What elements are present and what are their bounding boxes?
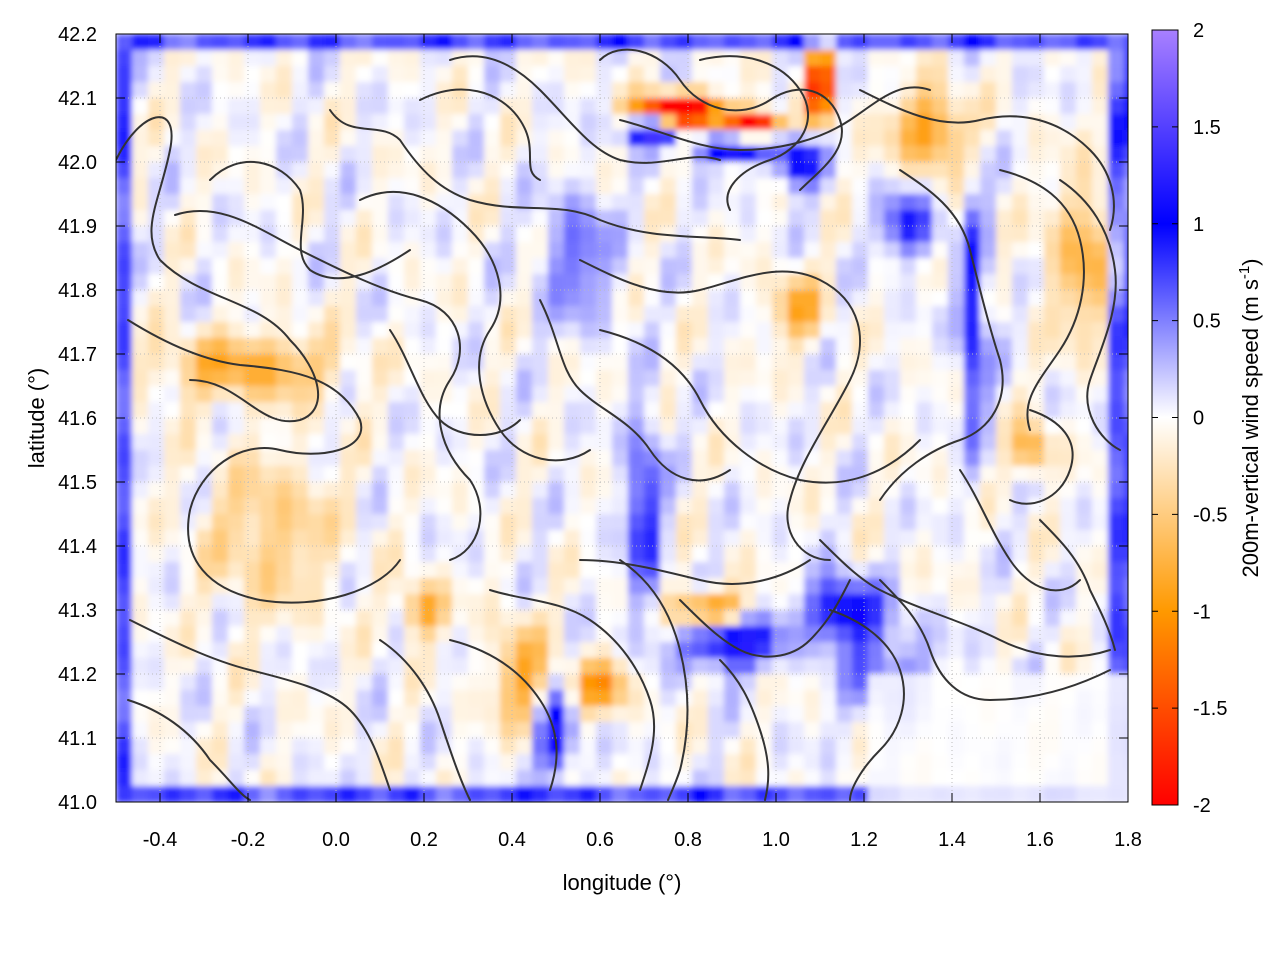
terrain-contour <box>359 191 591 462</box>
x-tick-label: 0.0 <box>322 829 350 851</box>
y-tick-label: 42.2 <box>58 24 97 46</box>
colorbar-tick-label: 2 <box>1193 20 1204 42</box>
x-tick-label: 1.6 <box>1026 829 1054 851</box>
x-tick-label: 1.0 <box>762 829 790 851</box>
terrain-contour <box>116 116 319 423</box>
colorbar-label: 200m-vertical wind speed (m s-1) <box>1236 258 1263 577</box>
y-tick-label: 41.9 <box>58 216 97 238</box>
x-tick-label: -0.4 <box>143 829 177 851</box>
terrain-contour <box>539 299 731 482</box>
terrain-contour <box>127 319 401 604</box>
terrain-contour <box>1059 179 1121 451</box>
x-tick-label: -0.2 <box>231 829 265 851</box>
y-tick-label: 41.0 <box>58 792 97 814</box>
terrain-contour <box>209 161 411 280</box>
terrain-contour <box>879 579 1111 701</box>
y-tick-label: 41.7 <box>58 344 97 366</box>
terrain-contour <box>599 48 843 191</box>
terrain-contour <box>489 589 656 791</box>
terrain-contour <box>1039 519 1116 651</box>
x-tick-label: 0.4 <box>498 829 526 851</box>
y-tick-label: 41.8 <box>58 280 97 302</box>
y-axis-ticks: 41.0 41.1 41.2 41.3 41.4 41.5 41.6 41.7 41.8 41.9… <box>58 24 1128 814</box>
x-tick-label: 0.8 <box>674 829 702 851</box>
colorbar: 2 1.5 1 0.5 0 -0.5 -1 -1.5 -2 200m-vertical wind… <box>1151 20 1263 817</box>
terrain-contour <box>819 539 1111 658</box>
terrain-contour <box>859 89 1115 231</box>
terrain-contour <box>174 209 482 561</box>
y-tick-label: 41.1 <box>58 728 97 750</box>
y-tick-label: 41.5 <box>58 472 97 494</box>
x-tick-label: 1.8 <box>1114 829 1142 851</box>
terrain-contour <box>329 109 741 241</box>
terrain-contour <box>449 55 721 164</box>
terrain-contour <box>619 559 689 801</box>
terrain-contour <box>959 469 1081 592</box>
terrain-contour <box>679 579 851 658</box>
terrain-contour <box>127 699 251 801</box>
y-tick-label: 41.3 <box>58 600 97 622</box>
colorbar-tick-label: -0.5 <box>1193 504 1227 526</box>
colorbar-tick-label: 0 <box>1193 408 1204 430</box>
terrain-contour <box>999 169 1085 431</box>
terrain-contour <box>579 259 861 561</box>
terrain-contour <box>699 55 810 211</box>
terrain-contour <box>379 639 471 801</box>
y-tick-label: 41.6 <box>58 408 97 430</box>
terrain-contour <box>879 169 1004 501</box>
y-tick-label: 42.1 <box>58 88 97 110</box>
colorbar-tick-label: -1.5 <box>1193 698 1227 720</box>
colorbar-tick-label: 0.5 <box>1193 311 1221 333</box>
colorbar-ticks: 2 1.5 1 0.5 0 -0.5 -1 -1.5 -2 <box>1152 20 1227 817</box>
plot-border <box>115 33 1129 803</box>
y-tick-label: 42.0 <box>58 152 97 174</box>
x-axis-label: longitude (°) <box>563 870 682 895</box>
colorbar-tick-label: 1.5 <box>1193 117 1221 139</box>
x-tick-label: 1.4 <box>938 829 966 851</box>
x-tick-label: 0.6 <box>586 829 614 851</box>
x-tick-label: 0.2 <box>410 829 438 851</box>
y-tick-label: 41.2 <box>58 664 97 686</box>
y-tick-label: 41.4 <box>58 536 97 558</box>
terrain-contour <box>1009 409 1074 505</box>
terrain-contour <box>599 329 921 484</box>
plot-area: -0.4 -0.2 0.0 0.2 0.4 0.6 0.8 1.0 1.2 1.4 1.6 1.8 4… <box>58 24 1142 851</box>
colorbar-tick-label: 1 <box>1193 214 1204 236</box>
terrain-contour <box>619 86 931 151</box>
grid-lines <box>116 34 1128 802</box>
x-axis-ticks: -0.4 -0.2 0.0 0.2 0.4 0.6 0.8 1.0 1.2 1.4 1.6 1.8 <box>143 34 1142 851</box>
terrain-contour <box>419 88 541 181</box>
terrain-contour <box>389 329 521 436</box>
colorbar-tick-label: -1 <box>1193 601 1211 623</box>
terrain-contour <box>829 609 905 801</box>
y-axis-label: latitude (°) <box>24 368 49 469</box>
terrain-contour <box>449 639 558 791</box>
terrain-contours <box>116 48 1121 801</box>
x-tick-label: 1.2 <box>850 829 878 851</box>
terrain-contour <box>719 659 770 801</box>
colorbar-tick-label: -2 <box>1193 795 1211 817</box>
terrain-contour <box>579 559 811 585</box>
terrain-contour <box>129 619 391 791</box>
